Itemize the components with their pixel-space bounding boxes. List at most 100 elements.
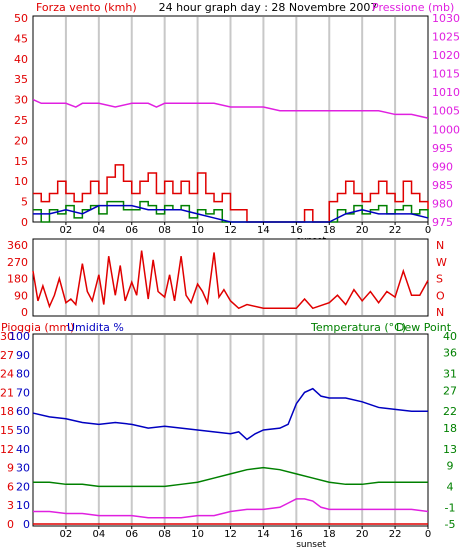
wind-axis-tick-label: 25 [14, 114, 28, 127]
series-line [33, 498, 429, 519]
pressure-axis-title: Pressione (mb) [372, 1, 454, 14]
pressure-axis-tick-label: 1030 [432, 12, 460, 25]
rain-axis-tick-label: 9 [7, 462, 14, 475]
compass-tick-label: O [436, 289, 445, 302]
x-tick-label: 14 [257, 225, 270, 236]
rain-axis-tick-label: 30 [0, 330, 14, 343]
wind-axis-tick-label: 45 [14, 32, 28, 45]
rain-axis-tick-label: 24 [0, 368, 14, 381]
x-tick-label: 22 [389, 529, 402, 540]
x-tick-label: 10 [191, 225, 204, 236]
compass-tick-label: W [436, 256, 447, 269]
x-tick-label: 04 [92, 225, 105, 236]
wind-axis-tick-label: 20 [14, 134, 28, 147]
temperature-axis-title: Temperatura (°C) [310, 321, 406, 334]
x-tick-label: 18 [323, 225, 336, 236]
humidity-axis-tick-label: 10 [16, 499, 30, 512]
pressure-axis-tick-label: 1010 [432, 86, 460, 99]
temperature-axis-tick-label: 4 [447, 480, 454, 493]
pressure-axis-tick-label: 990 [432, 160, 453, 173]
x-tick-label: 08 [158, 529, 171, 540]
humidity-axis-tick-label: 0 [23, 518, 30, 531]
humidity-axis-tick-label: 40 [16, 443, 30, 456]
humidity-axis-tick-label: 80 [16, 368, 30, 381]
rain-axis-tick-label: 21 [0, 386, 14, 399]
compass-tick-label: S [436, 273, 443, 286]
pressure-axis-tick-label: 1000 [432, 123, 460, 136]
humidity-axis-tick-label: 20 [16, 480, 30, 493]
x-tick-label: 04 [92, 529, 105, 540]
x-tick-label: 20 [356, 529, 369, 540]
rain-axis-tick-label: 27 [0, 349, 14, 362]
temperature-axis-tick-label: 13 [443, 443, 457, 456]
temperature-axis-tick-label: 27 [443, 384, 457, 397]
direction-axis-tick-label: 270 [7, 256, 28, 269]
temperature-axis-tick-label: 31 [443, 368, 457, 381]
direction-axis-tick-label: 180 [7, 273, 28, 286]
x-tick-label: 18 [323, 529, 336, 540]
rain-axis-tick-label: 18 [0, 405, 14, 418]
temperature-axis-tick-label: 36 [443, 347, 457, 360]
pressure-axis-tick-label: 1020 [432, 49, 460, 62]
wind-axis-tick-label: 0 [21, 216, 28, 229]
pressure-axis-tick-label: 985 [432, 179, 453, 192]
x-tick-label: 10 [191, 529, 204, 540]
wind-axis-tick-label: 40 [14, 53, 28, 66]
compass-tick-label: N [436, 239, 444, 252]
wind-axis-tick-label: 35 [14, 73, 28, 86]
pressure-axis-tick-label: 1015 [432, 68, 460, 81]
pressure-axis-tick-label: 995 [432, 142, 453, 155]
x-tick-label: 0 [425, 529, 431, 540]
wind-axis-tick-label: 30 [14, 94, 28, 107]
series-line [32, 387, 428, 441]
wind-axis-title: Forza vento (kmh) [36, 1, 137, 14]
humidity-axis-tick-label: 70 [16, 386, 30, 399]
pressure-axis-tick-label: 975 [432, 216, 453, 229]
series-line [33, 204, 429, 223]
rain-axis-tick-label: 12 [0, 443, 14, 456]
direction-axis-tick-label: 0 [21, 306, 28, 319]
rain-axis-tick-label: 15 [0, 424, 14, 437]
x-tick-label: 0 [425, 225, 431, 236]
dewpoint-axis-title: Dew Point [396, 321, 452, 334]
humidity-axis-tick-label: 60 [16, 405, 30, 418]
compass-tick-label: N [436, 306, 444, 319]
series-line [33, 164, 429, 223]
x-tick-label: 12 [224, 529, 237, 540]
humidity-axis-tick-label: 100 [9, 330, 30, 343]
pressure-axis-tick-label: 1025 [432, 31, 460, 44]
wind-axis-tick-label: 5 [21, 196, 28, 209]
pressure-axis-tick-label: 980 [432, 197, 453, 210]
x-tick-label: 20 [356, 225, 369, 236]
rain-axis-tick-label: 3 [7, 499, 14, 512]
temperature-axis-tick-label: -5 [445, 518, 456, 531]
temperature-axis-tick-label: 9 [447, 460, 454, 473]
temperature-axis-tick-label: 40 [443, 330, 457, 343]
series-line [33, 466, 428, 488]
temperature-axis-tick-label: -1 [445, 501, 456, 514]
graph-title: 24 hour graph day : 28 Novembre 2007 [159, 1, 378, 14]
x-tick-label: 08 [158, 225, 171, 236]
rain-axis-tick-label: 0 [7, 518, 14, 531]
direction-axis-tick-label: 90 [14, 289, 28, 302]
x-tick-label: 14 [257, 529, 270, 540]
direction-axis-tick-label: 360 [7, 239, 28, 252]
temperature-axis-tick-label: 22 [443, 405, 457, 418]
sunset-label: sunset [296, 540, 326, 550]
humidity-axis-tick-label: 50 [16, 424, 30, 437]
wind-axis-tick-label: 15 [14, 155, 28, 168]
pressure-axis-tick-label: 1005 [432, 105, 460, 118]
rain-axis-tick-label: 6 [7, 480, 14, 493]
humidity-axis-tick-label: 30 [16, 462, 30, 475]
rain-axis-title: Pioggia (mm) [1, 321, 74, 334]
humidity-axis-tick-label: 90 [16, 349, 30, 362]
x-tick-label: 06 [125, 529, 138, 540]
x-tick-label: 16 [290, 225, 303, 236]
wind-axis-tick-label: 10 [14, 175, 28, 188]
series-line [32, 250, 429, 310]
humidity-axis-title: Umidita % [67, 321, 124, 334]
series-line [32, 98, 429, 119]
x-tick-label: 06 [125, 225, 138, 236]
